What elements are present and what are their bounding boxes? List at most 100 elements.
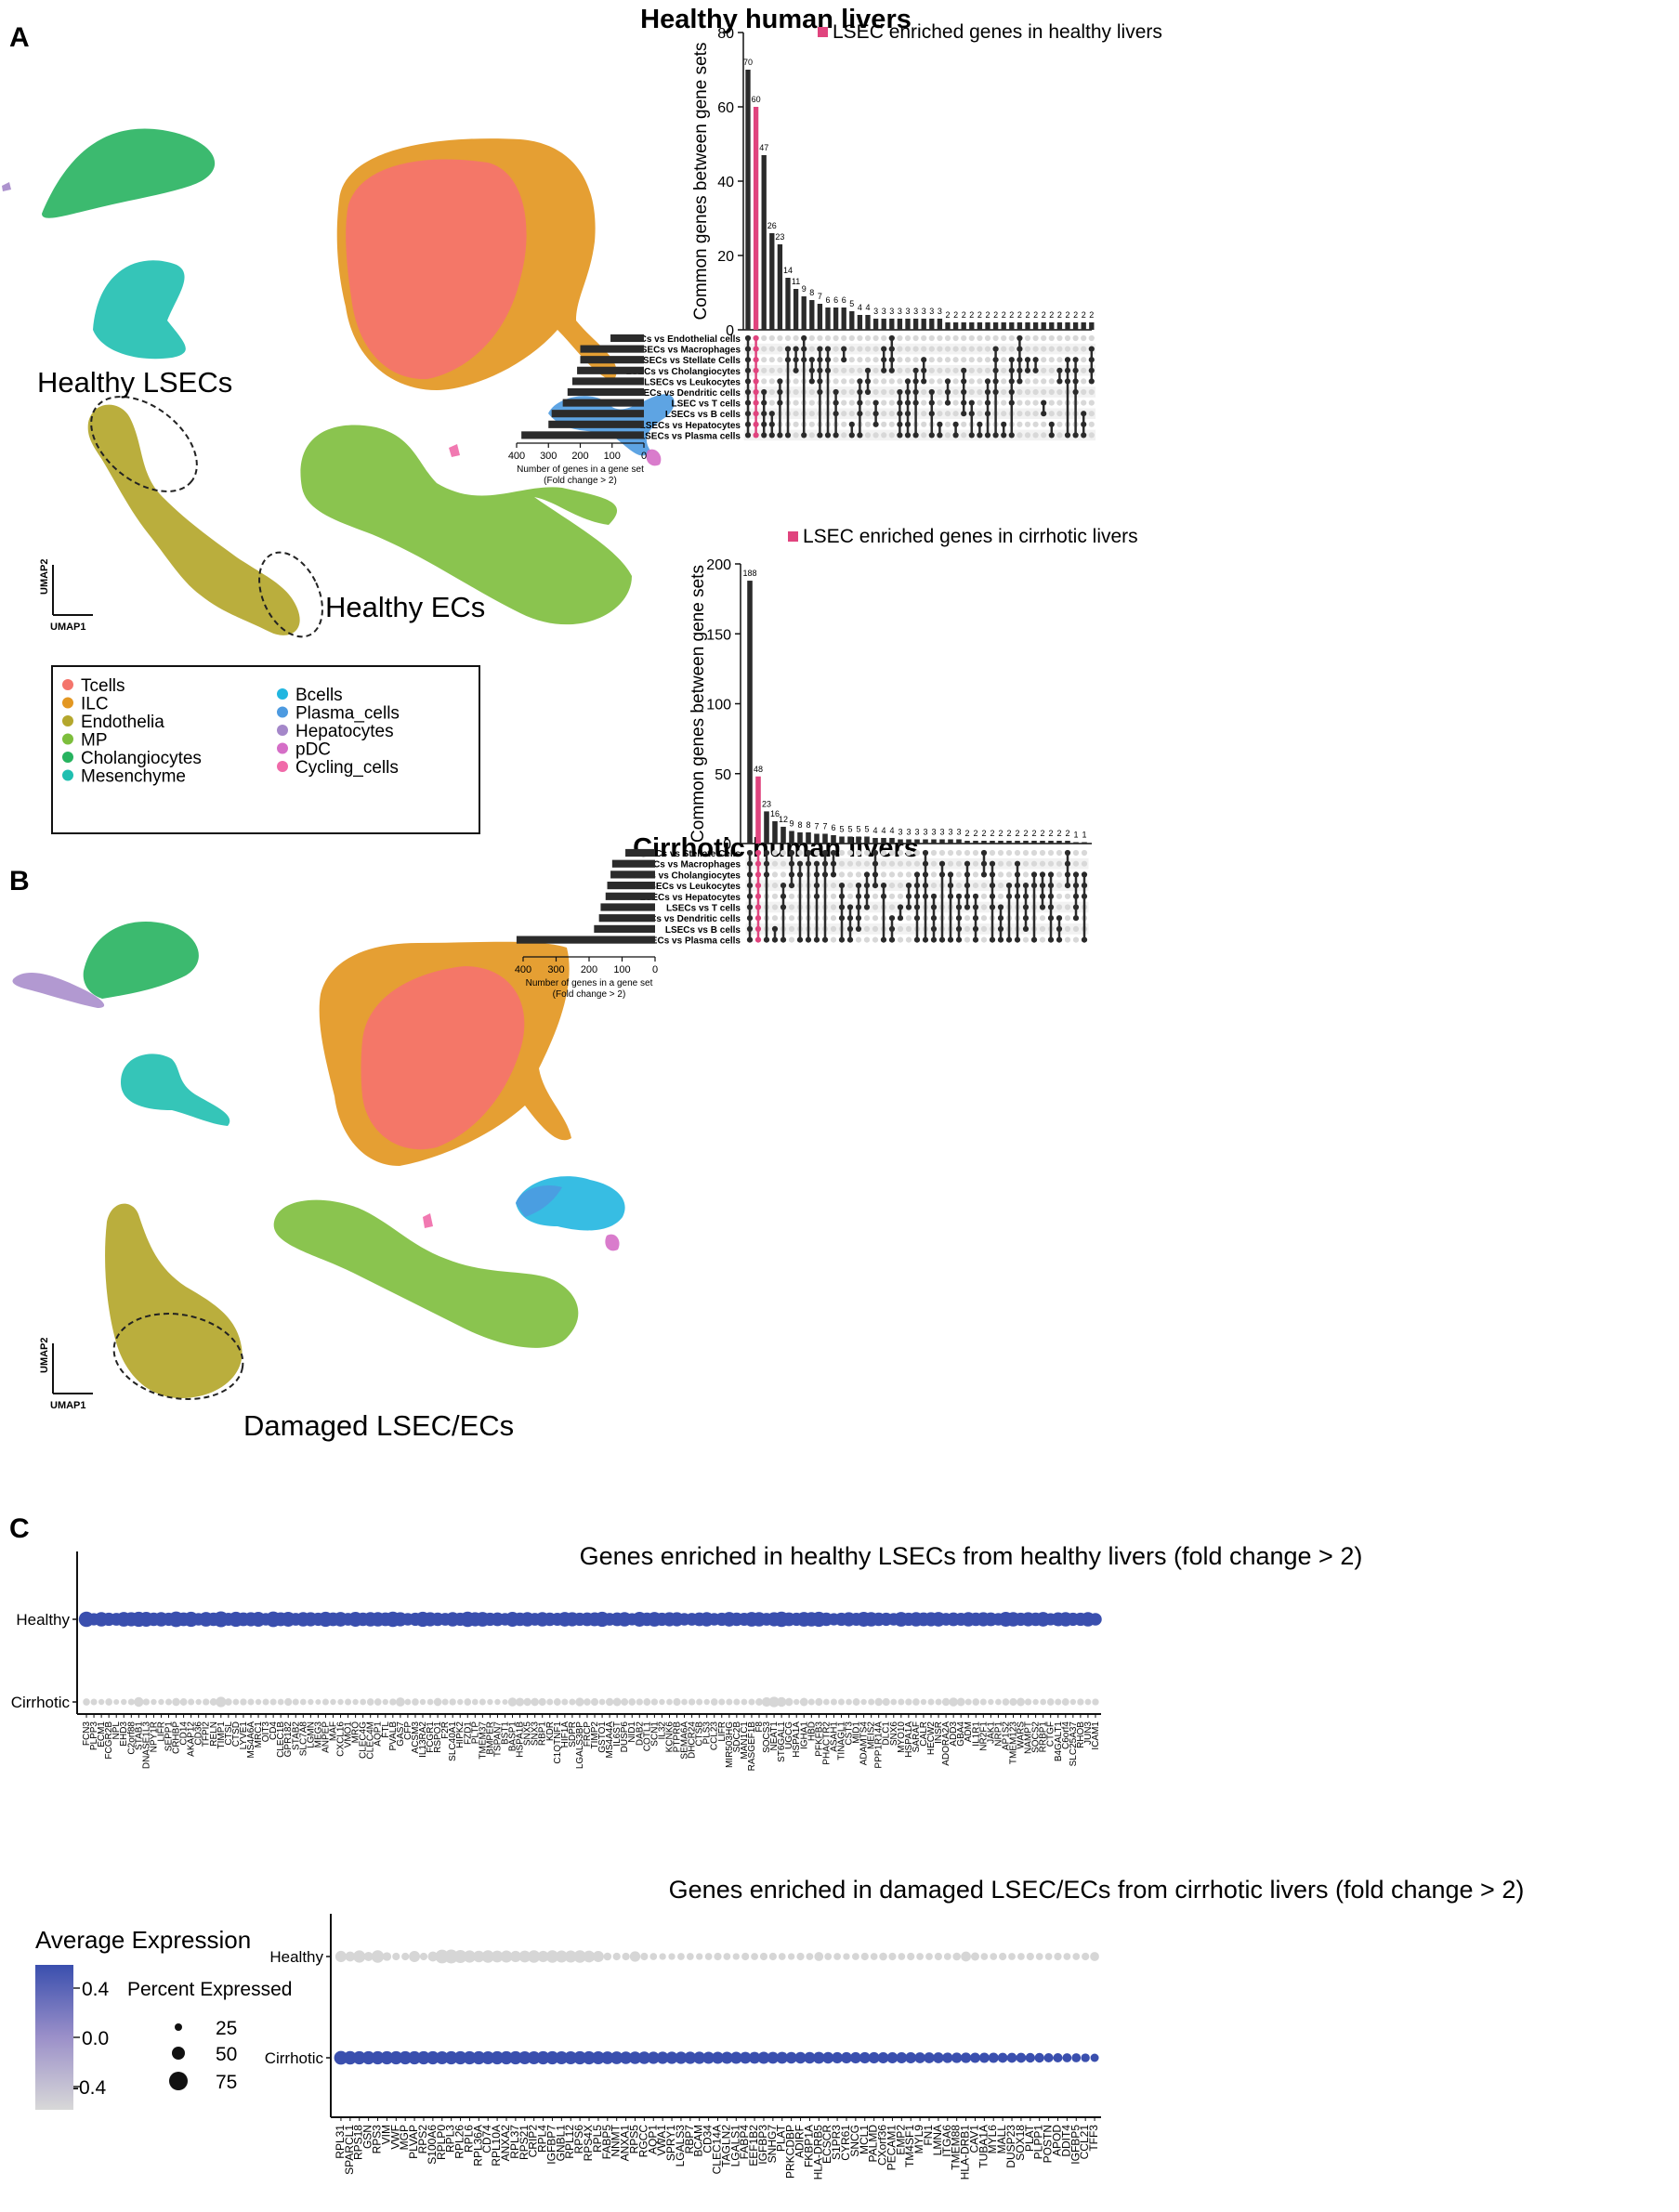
dotplot-gene-label: RASGEF1B xyxy=(747,1721,757,1772)
upset-matrix-dot xyxy=(1048,399,1055,406)
upset-bar-label: 2 xyxy=(985,310,990,320)
upset-matrix-dot xyxy=(1088,421,1095,427)
dotplot-dot-cirrhotic xyxy=(269,1698,277,1706)
dotplot-dot-healthy xyxy=(796,1952,805,1961)
upset-matrix-dot xyxy=(984,334,991,342)
upset-matrix-dot xyxy=(989,849,996,857)
dotplot-gene-label: RBP7 xyxy=(683,2125,696,2154)
upset-matrix-dot xyxy=(968,367,975,373)
upset-matrix-dot xyxy=(928,334,935,342)
dotplot-dot-cirrhotic xyxy=(1040,1698,1047,1706)
dotplot-gene-label: IGFBP7 xyxy=(544,2125,557,2165)
upset-matrix-dot xyxy=(788,936,795,943)
dotplot-gene-label: OIT3 xyxy=(261,1721,271,1743)
upset-matrix-dot xyxy=(952,357,959,363)
dotplot-dot-cirrhotic xyxy=(343,2050,358,2065)
upset-matrix-dot xyxy=(921,432,927,438)
dotplot-dot-cirrhotic xyxy=(702,2051,715,2064)
upset-matrix-dot xyxy=(863,915,871,922)
dotplot-gene-label: BST1 xyxy=(500,1721,510,1745)
upset-bar xyxy=(793,289,799,330)
upset-matrix-dot xyxy=(864,421,872,427)
upset-matrix-dot xyxy=(830,893,837,899)
dotplot-dot-cirrhotic xyxy=(656,2051,669,2064)
size-legend-dot xyxy=(169,2072,188,2090)
upset-matrix-dot xyxy=(872,904,879,910)
dotplot-dot-healthy xyxy=(622,1952,630,1961)
upset-bar-label: 2 xyxy=(1009,310,1014,320)
expression-colorbar xyxy=(35,1965,73,2110)
upset-matrix-dot xyxy=(1081,357,1087,363)
upset-bar xyxy=(825,308,831,330)
upset-set-size-bar xyxy=(567,387,644,397)
upset-y-tick-label: 80 xyxy=(717,26,734,42)
upset-matrix-dot xyxy=(1041,334,1047,342)
upset-bar-label: 3 xyxy=(938,307,942,316)
average-expression-title: Average Expression xyxy=(35,1926,251,1954)
dotplot-dot-cirrhotic xyxy=(1092,1698,1099,1706)
dotplot-dot-cirrhotic xyxy=(209,1698,217,1706)
upset-matrix-dot xyxy=(771,883,779,889)
upset-matrix-dot xyxy=(1041,432,1047,438)
legend-label: ILC xyxy=(81,695,109,714)
legend-swatch xyxy=(277,688,288,700)
upset-bar xyxy=(1082,842,1087,844)
dotplot-dot-cirrhotic xyxy=(1034,2052,1044,2063)
legend-swatch xyxy=(277,742,288,754)
upset-matrix-dot xyxy=(921,399,927,406)
upset-set-size-bar xyxy=(605,892,655,900)
upset-matrix-dot xyxy=(863,936,871,943)
dotplot-gene-label: TSPAN7 xyxy=(492,1721,503,1758)
upset-set-label: LSECs vs T cells xyxy=(666,904,741,914)
upset-bar xyxy=(789,831,794,844)
dotplot-gene-label: PRKCDBP xyxy=(784,2125,797,2179)
upset-matrix-dot xyxy=(880,871,887,878)
upset-matrix-dot xyxy=(1017,388,1023,396)
dotplot-gene-label: MS4A6A xyxy=(246,1721,256,1759)
dotplot-dot-cirrhotic xyxy=(799,1697,808,1707)
cluster-plasma-cells xyxy=(516,1185,562,1217)
dotplot-dot-cirrhotic xyxy=(232,1698,240,1706)
dotplot-dot-cirrhotic xyxy=(712,2051,724,2064)
dotplot-dot-cirrhotic xyxy=(389,1698,397,1706)
dotplot-gene-label: VIM xyxy=(379,2125,392,2144)
dotplot-dot-cirrhotic xyxy=(299,1698,307,1706)
dotplot-dot-cirrhotic xyxy=(868,1698,875,1706)
upset-matrix-dot xyxy=(905,860,912,867)
legend-label: Hepatocytes xyxy=(295,722,394,741)
upset-matrix-dot xyxy=(872,915,879,922)
dotplot-dot-cirrhotic xyxy=(831,2051,844,2064)
upset-bar xyxy=(864,836,870,844)
dotplot-gene-label: TFPI2 xyxy=(202,1721,212,1747)
upset-matrix-dot xyxy=(863,925,871,933)
dotplot-dot-cirrhotic xyxy=(600,2051,614,2064)
upset-matrix-dot xyxy=(997,893,1004,899)
dotplot-dot-cirrhotic xyxy=(426,1698,434,1706)
dotplot-gene-label: SEMA6A xyxy=(680,1721,690,1760)
upset-bar xyxy=(780,826,786,844)
dotplot-dot-cirrhotic xyxy=(471,1698,479,1706)
upset-matrix-dot xyxy=(905,871,912,878)
upset-matrix-dot xyxy=(1081,378,1087,385)
upset-matrix-dot xyxy=(937,411,943,417)
upset-set-size-tick-label: 300 xyxy=(540,451,557,462)
dotplot-dot-cirrhotic xyxy=(412,1698,419,1706)
upset-matrix-dot xyxy=(761,367,767,373)
upset-bar-label: 2 xyxy=(962,310,966,320)
dotplot-dot-healthy xyxy=(649,1953,658,1960)
upset-matrix-dot xyxy=(1047,849,1055,857)
upset-matrix-dot xyxy=(937,357,943,363)
dotplot-gene-label: FCGR1 xyxy=(426,1721,436,1753)
dotplot-dot-healthy xyxy=(382,1952,392,1961)
dotplot-dot-healthy xyxy=(778,1953,786,1960)
dotplot-dot-cirrhotic xyxy=(942,2052,953,2063)
dotplot-dot-cirrhotic xyxy=(890,1698,898,1706)
dotplot-dot-healthy xyxy=(564,1950,577,1963)
dotplot-gene-label: FTL xyxy=(381,1721,391,1738)
upset-matrix-dot xyxy=(1056,871,1063,878)
upset-matrix-dot xyxy=(961,334,967,342)
upset-matrix-dot xyxy=(872,388,879,396)
dotplot-dot-cirrhotic xyxy=(463,2050,477,2065)
upset-matrix-dot xyxy=(788,893,795,899)
panel-letter-a: A xyxy=(9,22,30,53)
